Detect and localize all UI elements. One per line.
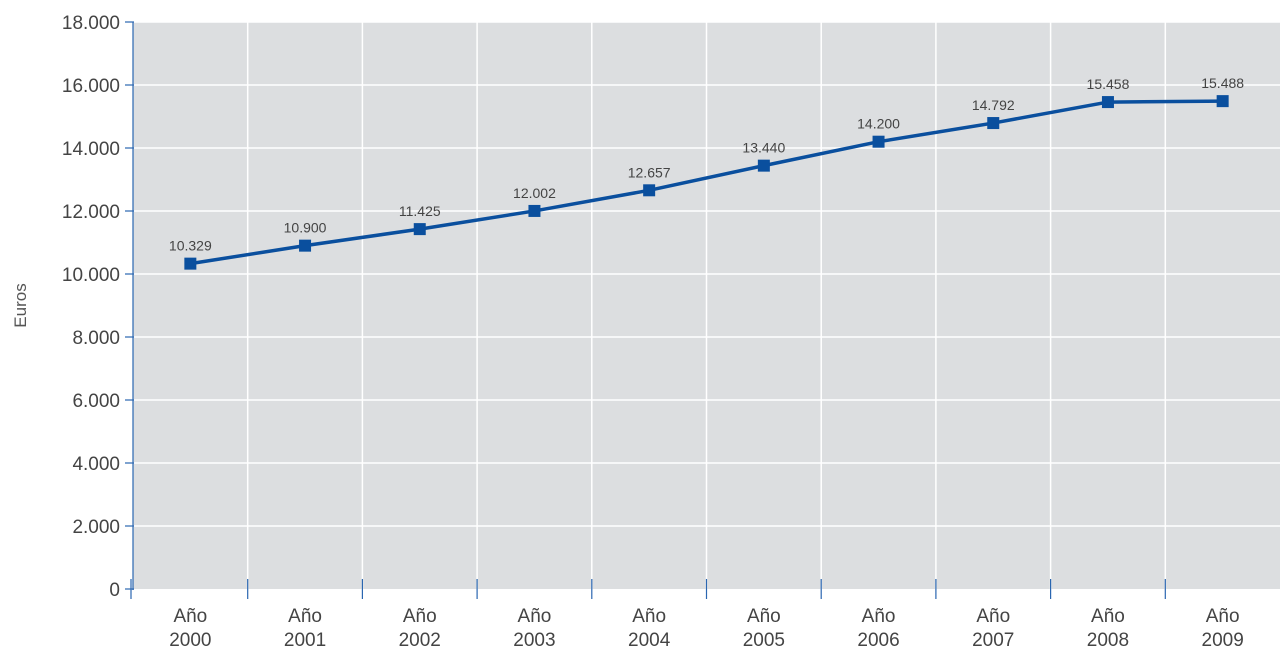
x-tick-label: Año bbox=[1206, 606, 1240, 627]
data-label: 15.488 bbox=[1201, 75, 1244, 91]
data-labels: 10.329 10.900 11.425 12.002 12.657 13.440 14.2… bbox=[169, 75, 1244, 254]
data-label: 14.200 bbox=[857, 116, 900, 132]
x-tick-label: Año bbox=[403, 606, 437, 627]
x-tick-label: 2009 bbox=[1202, 630, 1244, 651]
data-markers bbox=[184, 95, 1229, 270]
data-label: 11.425 bbox=[399, 203, 441, 219]
x-tick-label: 2003 bbox=[513, 630, 555, 651]
y-tick-labels: 0 2.000 4.000 6.000 8.000 10.000 12.000 14.000 1… bbox=[62, 13, 120, 601]
data-point-marker bbox=[1101, 96, 1114, 109]
x-tick-label: 2004 bbox=[628, 630, 671, 651]
x-tick-label: Año bbox=[1091, 606, 1125, 627]
data-point-marker bbox=[528, 204, 541, 217]
data-label: 15.458 bbox=[1087, 76, 1130, 92]
y-axis-title: Euros bbox=[11, 283, 30, 327]
x-tick-label: Año bbox=[518, 606, 552, 627]
data-point-marker bbox=[299, 239, 312, 252]
x-tick-labels: Año 2000 Año 2001 Año 2002 Año 2003 Año 2004 Año 20… bbox=[169, 606, 1244, 651]
data-label: 12.002 bbox=[513, 185, 556, 201]
x-tick-label: Año bbox=[862, 606, 896, 627]
axes bbox=[125, 21, 1166, 599]
y-tick-label: 4.000 bbox=[72, 454, 120, 475]
x-tick-label: Año bbox=[976, 606, 1010, 627]
y-tick-label: 12.000 bbox=[62, 202, 120, 223]
x-tick-label: Año bbox=[173, 606, 207, 627]
data-point-marker bbox=[184, 257, 197, 270]
data-label: 13.440 bbox=[742, 140, 785, 156]
y-tick-label: 10.000 bbox=[62, 265, 120, 286]
y-tick-label: 6.000 bbox=[72, 391, 120, 412]
x-tick-label: 2000 bbox=[169, 630, 211, 651]
x-tick-label: 2008 bbox=[1087, 630, 1129, 651]
data-label: 14.792 bbox=[972, 97, 1015, 113]
y-tick-label: 0 bbox=[109, 580, 120, 601]
y-tick-label: 8.000 bbox=[72, 328, 120, 349]
x-tick-label: 2006 bbox=[857, 630, 899, 651]
data-label: 10.900 bbox=[284, 220, 327, 236]
x-tick-label: 2007 bbox=[972, 630, 1014, 651]
data-point-marker bbox=[872, 135, 885, 148]
series-polyline bbox=[190, 99, 1223, 266]
x-tick-label: 2001 bbox=[284, 630, 326, 651]
y-tick-label: 18.000 bbox=[62, 13, 120, 34]
series-line bbox=[190, 99, 1223, 266]
x-tick-label: Año bbox=[747, 606, 781, 627]
data-point-marker bbox=[413, 223, 426, 236]
x-tick-label: Año bbox=[632, 606, 666, 627]
y-tick-label: 2.000 bbox=[72, 517, 120, 538]
y-tick-label: 16.000 bbox=[62, 76, 120, 97]
data-label: 10.329 bbox=[169, 238, 212, 254]
data-point-marker bbox=[643, 184, 656, 197]
data-point-marker bbox=[757, 159, 770, 172]
y-tick-label: 14.000 bbox=[62, 139, 120, 160]
x-tick-label: 2005 bbox=[743, 630, 785, 651]
gridlines bbox=[133, 21, 1280, 589]
data-point-marker bbox=[1216, 95, 1229, 108]
x-tick-label: 2002 bbox=[399, 630, 441, 651]
x-tick-label: Año bbox=[288, 606, 322, 627]
data-point-marker bbox=[987, 117, 1000, 130]
data-label: 12.657 bbox=[628, 164, 671, 180]
